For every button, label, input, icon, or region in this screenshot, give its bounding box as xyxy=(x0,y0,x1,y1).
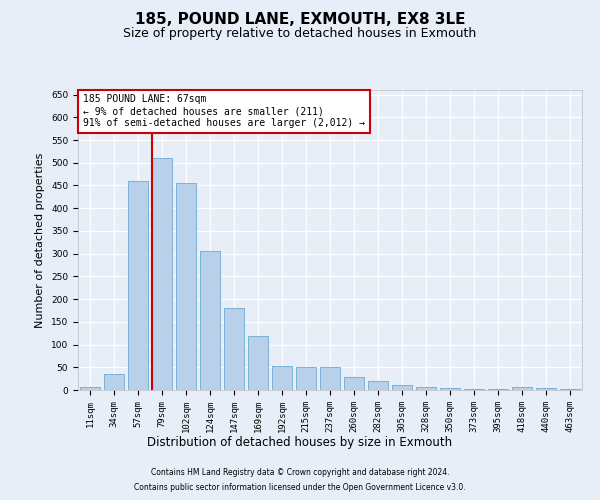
Bar xyxy=(320,368,340,390)
Bar xyxy=(392,384,412,390)
Bar xyxy=(536,388,556,390)
Bar xyxy=(416,388,436,390)
Bar xyxy=(512,388,532,390)
Bar xyxy=(224,308,244,390)
Bar xyxy=(560,389,580,390)
Bar xyxy=(368,381,388,390)
Bar xyxy=(80,388,100,390)
Bar xyxy=(488,389,508,390)
Y-axis label: Number of detached properties: Number of detached properties xyxy=(35,152,46,328)
Text: Contains public sector information licensed under the Open Government Licence v3: Contains public sector information licen… xyxy=(134,483,466,492)
Text: 185 POUND LANE: 67sqm
← 9% of detached houses are smaller (211)
91% of semi-deta: 185 POUND LANE: 67sqm ← 9% of detached h… xyxy=(83,94,365,128)
Bar xyxy=(176,183,196,390)
Bar xyxy=(104,374,124,390)
Bar xyxy=(200,252,220,390)
Bar xyxy=(464,389,484,390)
Bar xyxy=(272,366,292,390)
Bar xyxy=(296,368,316,390)
Text: Contains HM Land Registry data © Crown copyright and database right 2024.: Contains HM Land Registry data © Crown c… xyxy=(151,468,449,477)
Bar xyxy=(128,181,148,390)
Bar xyxy=(152,158,172,390)
Text: Distribution of detached houses by size in Exmouth: Distribution of detached houses by size … xyxy=(148,436,452,449)
Bar xyxy=(344,378,364,390)
Bar xyxy=(440,388,460,390)
Text: Size of property relative to detached houses in Exmouth: Size of property relative to detached ho… xyxy=(124,28,476,40)
Text: 185, POUND LANE, EXMOUTH, EX8 3LE: 185, POUND LANE, EXMOUTH, EX8 3LE xyxy=(135,12,465,28)
Bar xyxy=(248,336,268,390)
